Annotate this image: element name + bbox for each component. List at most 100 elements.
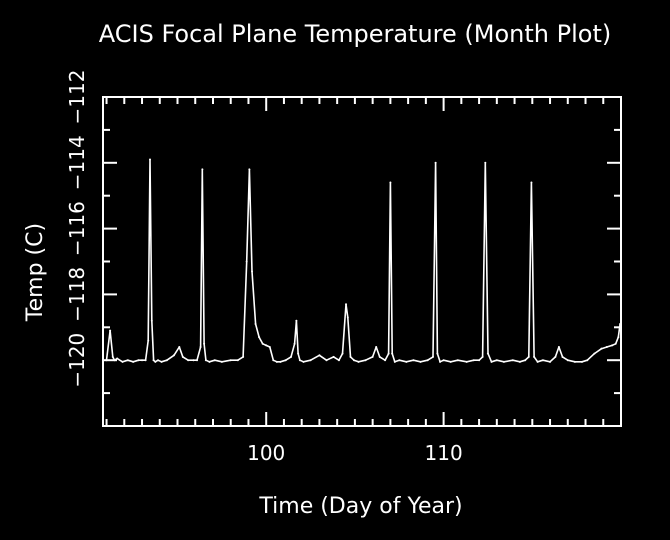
data-point <box>144 359 147 362</box>
y-tick-label: −116 <box>65 201 89 256</box>
data-point <box>580 360 583 363</box>
data-point <box>439 360 442 363</box>
data-point <box>137 359 140 362</box>
data-point <box>426 359 429 362</box>
data-point <box>393 360 396 363</box>
data-point <box>353 359 356 362</box>
data-point <box>272 359 275 362</box>
data-point <box>284 359 287 362</box>
data-point <box>357 360 360 363</box>
data-point <box>152 359 155 362</box>
data-point <box>586 359 589 362</box>
data-point <box>524 359 527 362</box>
data-point <box>196 359 199 362</box>
data-point <box>203 342 206 345</box>
data-point <box>229 359 232 362</box>
data-point <box>109 329 112 332</box>
data-point <box>384 359 387 362</box>
data-point <box>245 260 248 263</box>
data-point <box>132 360 135 363</box>
data-point <box>614 342 617 345</box>
data-point <box>242 355 245 358</box>
data-point <box>268 346 271 349</box>
data-point <box>298 359 301 362</box>
y-tick-label: −112 <box>65 70 89 125</box>
data-point <box>302 360 305 363</box>
data-point <box>113 359 116 362</box>
data-point <box>419 360 422 363</box>
x-axis-label: Time (Day of Year) <box>258 494 462 519</box>
data-point <box>254 323 257 326</box>
tick-labels: 100 110 −120 −118 −116 −114 −112 <box>65 70 463 465</box>
data-point <box>511 359 514 362</box>
chart-title: ACIS Focal Plane Temperature (Month Plot… <box>99 20 611 48</box>
data-point <box>141 359 144 362</box>
y-tick-label: −118 <box>65 267 89 322</box>
data-point <box>187 359 190 362</box>
data-point <box>213 359 216 362</box>
data-point <box>181 355 184 358</box>
data-point <box>484 161 487 164</box>
data-point <box>147 339 150 342</box>
data-point <box>364 359 367 362</box>
data-point <box>518 360 521 363</box>
data-point <box>619 323 622 326</box>
data-point <box>172 354 175 357</box>
axis-ticks <box>103 96 622 426</box>
data-point <box>533 355 536 358</box>
data-point <box>371 355 374 358</box>
data-point <box>201 168 204 171</box>
data-point <box>502 360 505 363</box>
data-point <box>490 360 493 363</box>
data-point <box>290 355 293 358</box>
data-point <box>481 355 484 358</box>
data-point <box>611 344 614 347</box>
data-point <box>275 360 278 363</box>
data-point <box>341 352 344 355</box>
data-point <box>318 354 321 357</box>
data-point <box>431 355 434 358</box>
data-point <box>405 360 408 363</box>
data-point <box>465 360 468 363</box>
data-point <box>527 355 530 358</box>
data-point <box>345 303 348 306</box>
data-point <box>449 360 452 363</box>
data-point <box>165 359 168 362</box>
data-point <box>442 359 445 362</box>
data-point <box>258 336 261 339</box>
data-point <box>248 168 251 171</box>
data-point <box>297 352 300 355</box>
data-point <box>456 359 459 362</box>
data-point <box>105 359 108 362</box>
data-point <box>208 360 211 363</box>
x-tick-label: 110 <box>425 441 463 465</box>
data-point <box>530 181 533 184</box>
data-point <box>566 359 569 362</box>
data-point <box>293 342 296 345</box>
data-point <box>375 346 378 349</box>
data-point <box>160 360 163 363</box>
data-point <box>156 359 159 362</box>
data-point <box>541 359 544 362</box>
data-point <box>536 360 539 363</box>
data-point <box>111 355 114 358</box>
data-point <box>261 342 264 345</box>
x-tick-label: 100 <box>247 441 285 465</box>
data-point <box>391 352 394 355</box>
data-point <box>220 360 223 363</box>
data-point <box>593 352 596 355</box>
data-point <box>332 355 335 358</box>
data-point <box>554 355 557 358</box>
data-point <box>116 357 119 360</box>
data-point <box>279 360 282 363</box>
data-point <box>495 359 498 362</box>
series-group <box>105 158 622 363</box>
data-point <box>561 355 564 358</box>
data-point <box>346 316 349 319</box>
y-axis-label: Temp (C) <box>23 223 48 322</box>
y-tick-label: −120 <box>65 333 89 388</box>
data-point <box>600 347 603 350</box>
data-point <box>295 319 298 322</box>
data-point <box>149 158 152 161</box>
